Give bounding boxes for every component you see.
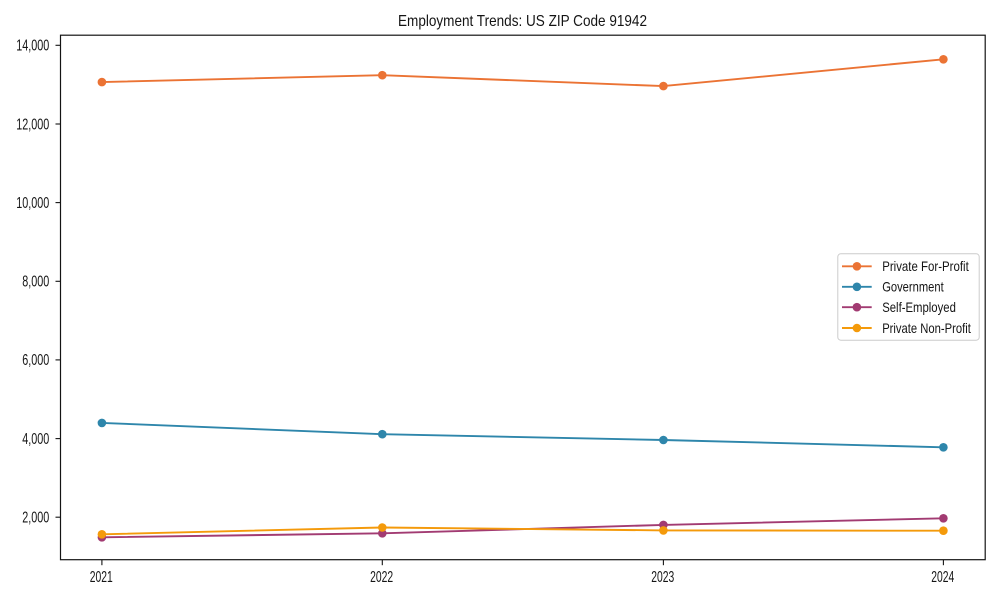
svg-text:Self-Employed: Self-Employed [882,300,956,315]
svg-text:6,000: 6,000 [22,352,49,369]
svg-text:10,000: 10,000 [16,195,49,212]
svg-text:2021: 2021 [90,569,113,586]
svg-text:14,000: 14,000 [16,38,49,55]
svg-text:Private For-Profit: Private For-Profit [882,259,969,274]
svg-text:12,000: 12,000 [16,116,49,133]
svg-text:2023: 2023 [651,569,674,586]
svg-text:Private Non-Profit: Private Non-Profit [882,321,971,336]
svg-text:4,000: 4,000 [22,431,49,448]
svg-text:8,000: 8,000 [22,274,49,291]
svg-text:2022: 2022 [370,569,393,586]
svg-text:2,000: 2,000 [22,510,49,527]
svg-text:Government: Government [882,280,944,295]
svg-text:2024: 2024 [931,569,954,586]
svg-text:Employment Trends: US ZIP Code: Employment Trends: US ZIP Code 91942 [398,13,647,30]
